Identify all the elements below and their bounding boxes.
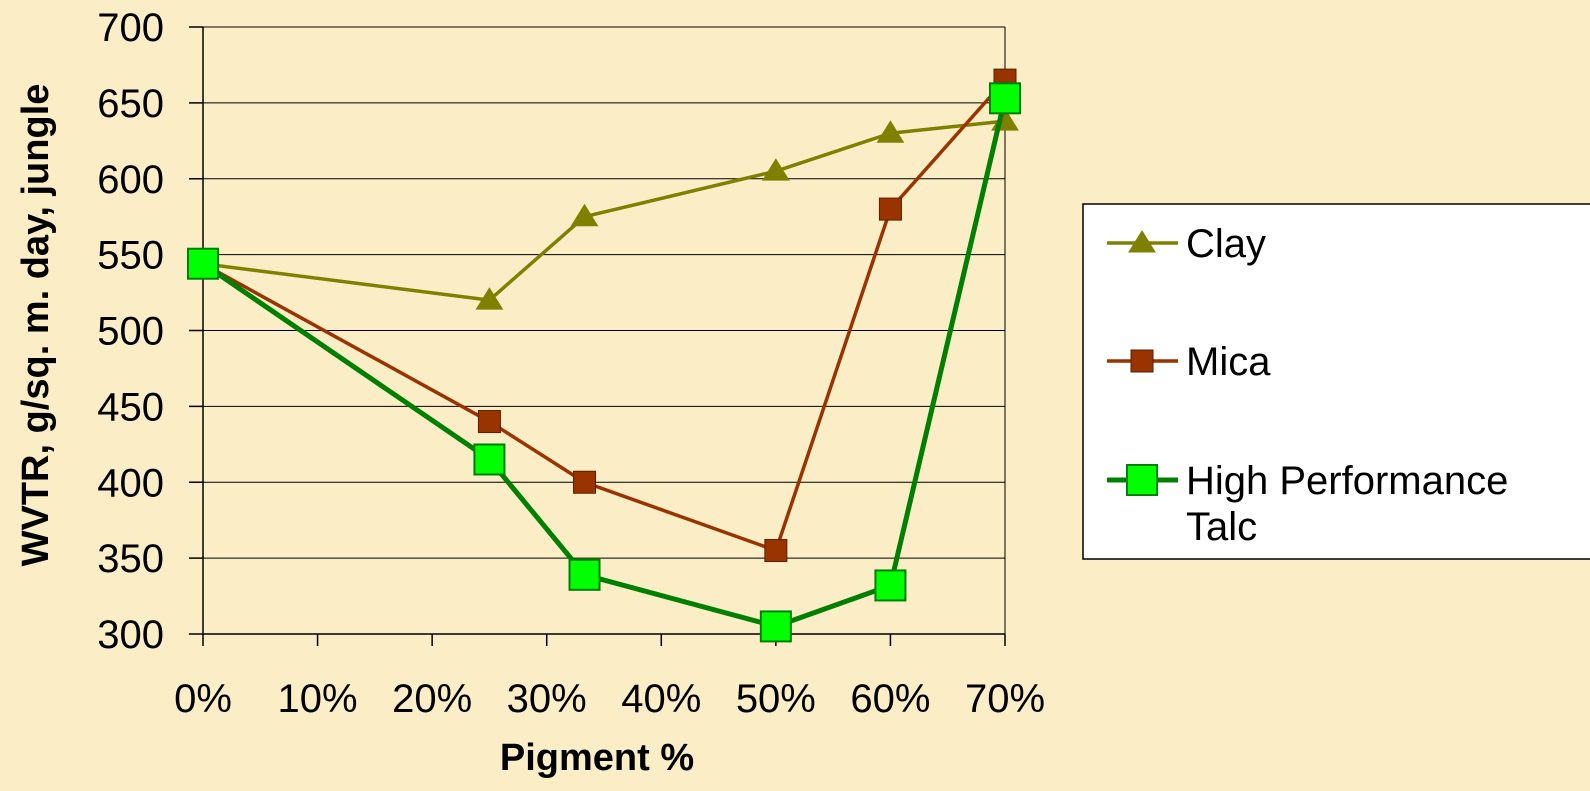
series-line [202,119,1006,302]
x-tick-label: 20% [392,677,472,721]
y-tick-label: 400 [97,461,164,505]
y-tick-label: 500 [97,310,164,354]
series-high-performance-talc [187,82,1021,643]
y-tick-label: 450 [97,385,164,429]
data-point [187,247,219,280]
legend-entry: Clay [1107,222,1266,266]
y-tick-label: 300 [97,613,164,657]
y-tick-label: 700 [97,6,164,50]
y-tick-label: 600 [97,158,164,202]
data-point [874,569,907,602]
legend-entry: Mica [1107,340,1271,384]
y-tick-label: 550 [97,234,164,278]
data-point [989,82,1021,115]
data-point [568,558,601,591]
data-point [570,203,599,227]
legend-marker [1128,230,1156,253]
legend-marker [1130,349,1154,373]
x-axis: 0% 10% 20% 30% 40% 50% 60% 70% [174,633,1045,721]
legend-label: Talc [1186,505,1257,549]
data-point [761,158,790,181]
legend-label: Clay [1186,222,1266,266]
legend-label: Mica [1186,340,1271,384]
legend-marker [1126,464,1158,496]
legend-label: High Performance [1186,459,1508,503]
y-axis-title: WVTR, g/sq. m. day, jungle [15,84,57,567]
data-point [573,470,597,494]
series-mica [191,68,1017,563]
x-axis-title: Pigment % [500,737,694,779]
y-tick-label: 350 [97,537,164,581]
series-layer [187,68,1021,643]
data-point [473,443,506,476]
x-tick-label: 50% [736,677,816,721]
data-point [764,539,788,563]
data-point [477,410,501,434]
x-tick-label: 40% [621,677,701,721]
x-tick-label: 10% [278,677,358,721]
x-tick-label: 30% [507,677,587,721]
x-tick-label: 70% [965,677,1045,721]
data-point [876,120,905,143]
x-tick-label: 60% [850,677,930,721]
x-tick-label: 0% [174,677,232,721]
plot-area [203,26,1006,635]
y-tick-label: 650 [97,82,164,126]
series-line [201,97,1008,629]
legend-box [1082,203,1590,560]
data-point [759,610,792,643]
series-line [202,78,1007,553]
data-point [475,287,504,310]
data-point [878,197,902,221]
y-axis: 300 350 400 450 500 550 600 650 700 [97,6,204,657]
